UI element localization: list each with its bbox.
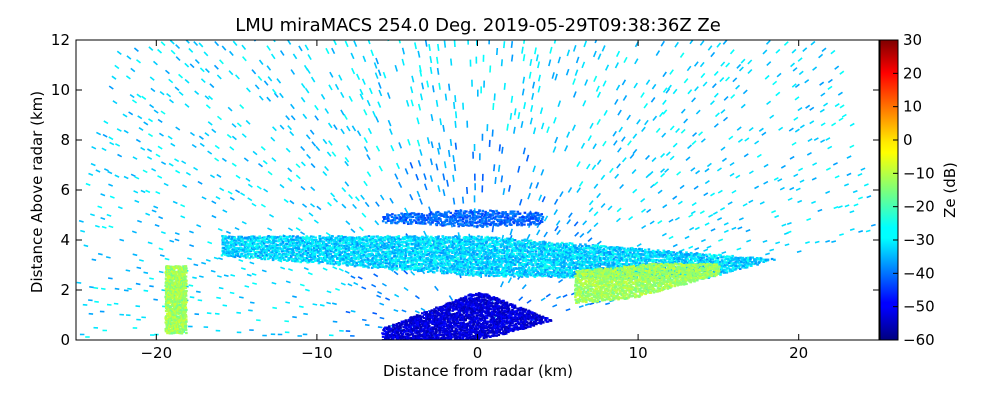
- y-tick-label: 10: [51, 81, 70, 99]
- colorbar-tick-label: 30: [903, 31, 922, 49]
- y-tick-label: 4: [60, 231, 70, 249]
- chart-title: LMU miraMACS 254.0 Deg. 2019-05-29T09:38…: [235, 15, 721, 36]
- colorbar-tick-label: −30: [903, 231, 935, 249]
- colorbar-tick-label: −60: [903, 331, 935, 349]
- x-tick-label: 10: [629, 344, 648, 362]
- x-axis-label: Distance from radar (km): [383, 362, 573, 380]
- y-tick-label: 8: [60, 131, 70, 149]
- near-radar-weak-echo: [381, 292, 552, 342]
- x-tick-label: 20: [789, 344, 808, 362]
- x-tick-label: −10: [301, 344, 333, 362]
- colorbar-tick-label: 0: [903, 131, 913, 149]
- y-tick-label: 6: [60, 181, 70, 199]
- colorbar-tick-label: −10: [903, 164, 935, 182]
- y-axis-label: Distance Above radar (km): [28, 91, 46, 293]
- colorbar-tick-label: −40: [903, 264, 935, 282]
- colorbar: [880, 40, 898, 340]
- colorbar-axis: 30 20 10 0 −10 −20 −30 −40 −50 −60: [893, 31, 935, 349]
- colorbar-label: Ze (dB): [941, 162, 959, 218]
- y-tick-label: 0: [60, 331, 70, 349]
- colorbar-tick-label: −50: [903, 298, 935, 316]
- y-tick-label: 2: [60, 281, 70, 299]
- colorbar-tick-label: 10: [903, 98, 922, 116]
- colorbar-tick-label: −20: [903, 198, 935, 216]
- x-tick-label: 0: [473, 344, 483, 362]
- x-tick-label: −20: [140, 344, 172, 362]
- colorbar-tick-label: 20: [903, 64, 922, 82]
- radar-field: [77, 21, 876, 342]
- y-tick-label: 12: [51, 31, 70, 49]
- ground-clutter: [164, 265, 187, 334]
- noise-speckle: [77, 21, 876, 337]
